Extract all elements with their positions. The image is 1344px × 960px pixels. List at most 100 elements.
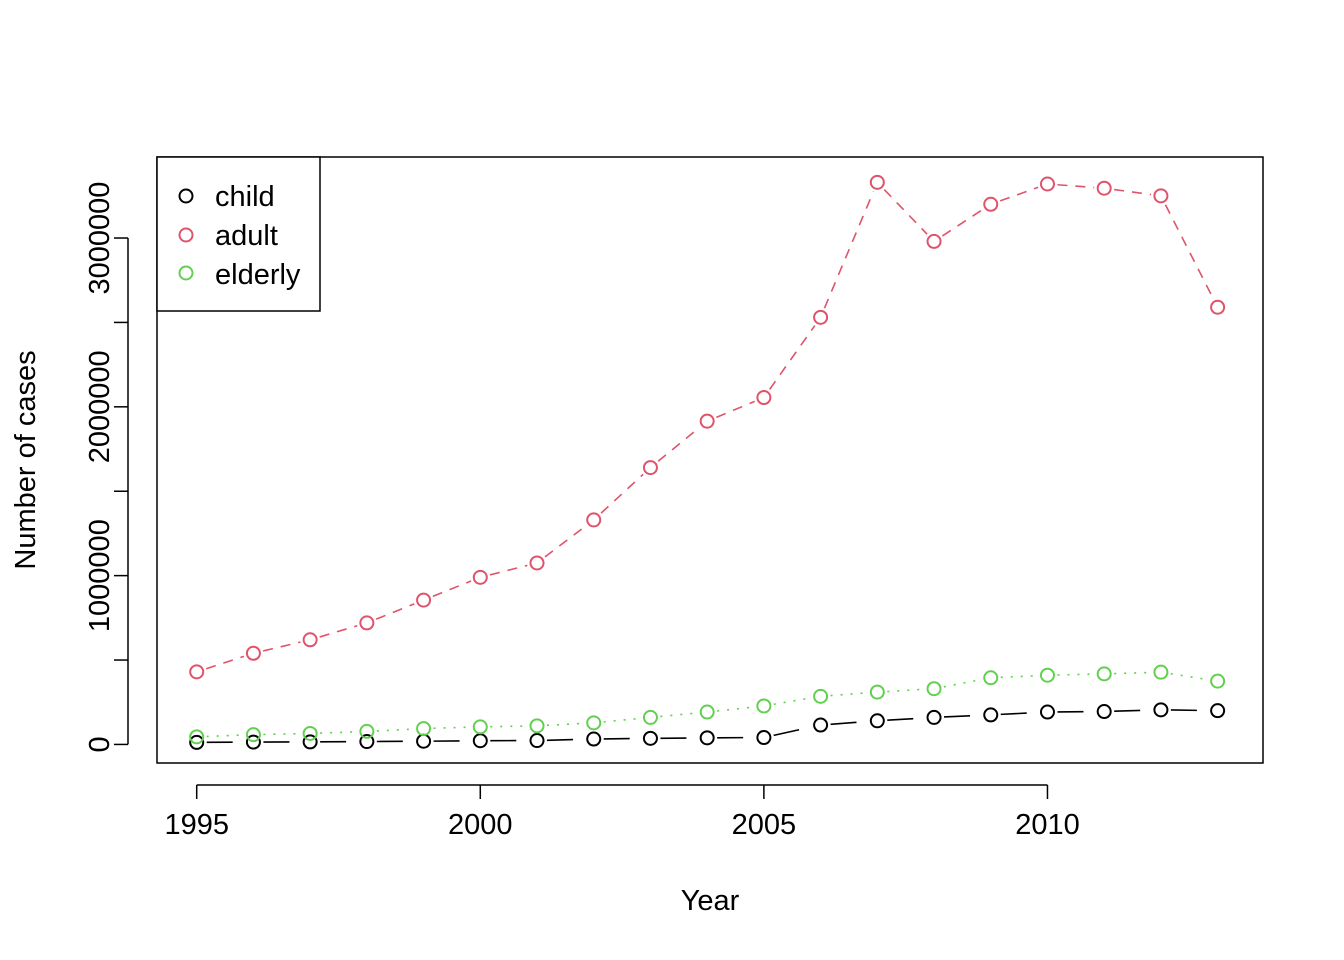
series-segment [320, 730, 357, 734]
y-axis-label: Number of cases [10, 350, 42, 569]
data-point [813, 688, 829, 704]
data-point [756, 730, 772, 746]
data-point [1153, 188, 1169, 204]
y-tick-label: 3000000 [84, 182, 116, 295]
series-elderly [189, 664, 1226, 745]
series-segment [999, 186, 1039, 202]
data-point [416, 733, 432, 749]
data-point [1210, 703, 1226, 719]
series-segment [1114, 709, 1151, 713]
data-point [1039, 704, 1055, 720]
series-segment [1114, 671, 1151, 675]
data-point [529, 733, 545, 749]
series-segment [941, 209, 983, 237]
data-point [983, 196, 999, 212]
y-tick-label: 2000000 [84, 350, 116, 463]
data-point [756, 390, 772, 406]
data-point [1153, 664, 1169, 680]
data-point [699, 704, 715, 720]
x-tick-label: 2000 [448, 809, 513, 841]
data-point [245, 727, 261, 743]
series-segment [600, 473, 644, 514]
data-point [926, 681, 942, 697]
series-segment [546, 738, 584, 742]
data-point [1153, 702, 1169, 718]
series-segment [263, 732, 301, 736]
series-segment [1164, 204, 1214, 299]
data-point [586, 731, 602, 747]
series-segment [1000, 711, 1038, 716]
data-point [302, 632, 318, 648]
series-segment [660, 712, 698, 718]
data-point [699, 730, 715, 746]
data-point [302, 734, 318, 750]
data-point [586, 512, 602, 528]
series-segment [603, 717, 641, 723]
y-axis: 0 1000000 2000000 3000000 [84, 182, 129, 753]
series-segment [657, 426, 700, 462]
legend-marker-adult [178, 227, 194, 243]
data-point [813, 717, 829, 733]
data-point [189, 729, 205, 745]
legend: child adult elderly [156, 156, 321, 312]
data-point [472, 733, 488, 749]
legend-label-child: child [215, 181, 275, 213]
series-segment [319, 624, 358, 638]
series-segment [546, 722, 584, 727]
data-point [642, 460, 658, 476]
legend-label-elderly: elderly [215, 259, 301, 291]
data-point [642, 730, 658, 746]
data-point [1210, 673, 1226, 689]
x-tick-label: 2010 [1015, 809, 1080, 841]
data-point [472, 569, 488, 585]
series-segment [1113, 188, 1152, 196]
series-segment [489, 564, 528, 576]
series-child [189, 702, 1226, 750]
data-point [529, 718, 545, 734]
data-point [245, 734, 261, 750]
series-segment [490, 725, 528, 728]
series-segment [830, 720, 868, 726]
data-point [926, 233, 942, 249]
data-point [926, 709, 942, 725]
series-segment [887, 688, 925, 693]
data-point [359, 734, 375, 750]
data-point [1039, 667, 1055, 683]
series-segment [1000, 674, 1038, 679]
data-point [359, 615, 375, 631]
data-point [699, 413, 715, 429]
series-segment [823, 191, 875, 309]
series-segment [773, 726, 812, 737]
data-point [813, 309, 829, 325]
series-segment [375, 603, 415, 620]
y-tick-label: 0 [84, 736, 116, 752]
data-point [1210, 299, 1226, 315]
data-point [983, 707, 999, 723]
data-point [416, 592, 432, 608]
data-point [1039, 176, 1055, 192]
series-segment [1057, 673, 1095, 676]
series-segment [773, 697, 811, 706]
data-point [529, 555, 545, 571]
series-segment [717, 706, 755, 712]
series-segment [716, 400, 755, 419]
data-point [189, 664, 205, 680]
data-point [189, 734, 205, 750]
x-axis-label: Year [681, 885, 740, 917]
series-segment [1170, 709, 1208, 712]
series-segment [206, 734, 244, 738]
series-segment [887, 717, 925, 722]
x-axis: 1995 2000 2005 2010 [164, 784, 1080, 841]
y-tick-label: 1000000 [84, 519, 116, 632]
data-point [472, 719, 488, 735]
series-segment [883, 188, 928, 235]
data-point [416, 721, 432, 737]
data-point [1096, 704, 1112, 720]
series-segment [1170, 672, 1208, 681]
series-segment [262, 641, 301, 652]
series-layer [189, 174, 1226, 750]
x-tick-label: 1995 [164, 809, 229, 841]
series-segment [432, 580, 472, 598]
series-segment [205, 655, 245, 670]
